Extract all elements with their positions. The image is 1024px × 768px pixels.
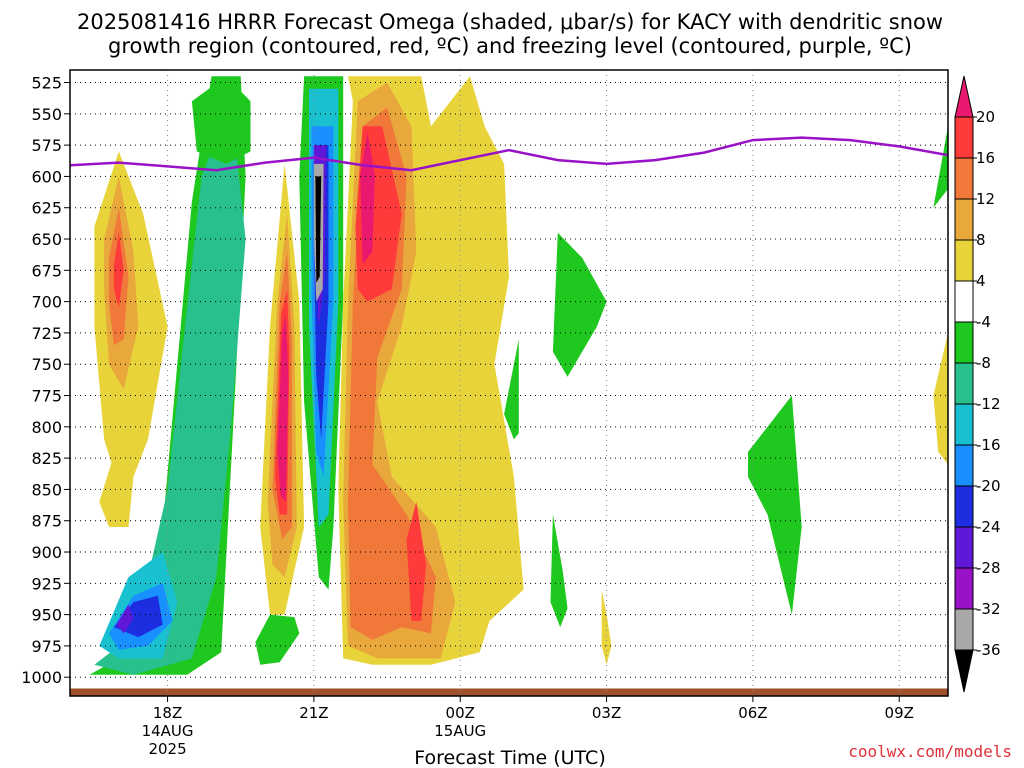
y-tick-label-575: 575 (31, 136, 62, 155)
colorbar-swatch-1 (954, 116, 974, 159)
y-tick-label-900: 900 (31, 543, 62, 562)
colorbar-label-13: -36 (976, 641, 1001, 659)
colorbar-swatch-12 (954, 567, 974, 610)
x-axis-label: Forecast Time (UTC) (414, 747, 605, 768)
ground-layer (70, 688, 948, 696)
colorbar-arrow-top (954, 75, 974, 118)
colorbar-label-2: 12 (976, 190, 995, 208)
y-tick-label-825: 825 (31, 449, 62, 468)
colorbar-swatch-7 (954, 362, 974, 405)
x-tick-label-33-0: 09Z (885, 704, 914, 722)
omega-region-green-35 (748, 395, 802, 615)
omega-region-green-34 (550, 514, 568, 628)
omega-region-green-14 (255, 614, 300, 665)
omega-region-yellow-37 (933, 332, 948, 465)
omega-region-yellow-26 (601, 589, 612, 665)
x-tick-label-24-0: 00Z (446, 704, 475, 722)
y-tick-label-925: 925 (31, 574, 62, 593)
colorbar-arrow-bottom (954, 649, 974, 693)
omega-shading (89, 76, 948, 675)
colorbar-label-11: -28 (976, 559, 1001, 577)
colorbar-swatch-8 (954, 403, 974, 446)
colorbar-swatch-10 (954, 485, 974, 528)
y-tick-label-875: 875 (31, 512, 62, 531)
omega-region-green-36 (933, 126, 948, 208)
omega-region-indigo-6 (116, 604, 134, 634)
colorbar-label-6: -8 (976, 354, 991, 372)
chart-subtitle: growth region (contoured, red, ºC) and f… (108, 34, 912, 58)
colorbar-label-7: -12 (976, 395, 1001, 413)
colorbar-label-4: 4 (976, 272, 986, 290)
y-tick-label-675: 675 (31, 261, 62, 280)
colorbar-label-3: 8 (976, 231, 986, 249)
colorbar-swatch-9 (954, 444, 974, 487)
x-tick-label-18-2: 2025 (148, 740, 186, 758)
x-tick-label-27-0: 03Z (592, 704, 621, 722)
colorbar-swatch-3 (954, 198, 974, 241)
omega-region-teal-1 (94, 101, 246, 675)
freezing-level-line (70, 136, 948, 172)
y-tick-label-725: 725 (31, 324, 62, 343)
y-tick-label-750: 750 (31, 355, 62, 374)
colorbar-swatch-2 (954, 157, 974, 200)
colorbar-swatch-4 (954, 239, 974, 282)
colorbar-swatch-11 (954, 526, 974, 569)
y-tick-label-1000: 1000 (21, 668, 62, 687)
plot-frame (69, 69, 949, 697)
y-tick-label-700: 700 (31, 293, 62, 312)
y-tick-label-800: 800 (31, 418, 62, 437)
colorbar-label-1: 16 (976, 149, 995, 167)
colorbar-label-5: -4 (976, 313, 991, 331)
credit-text[interactable]: coolwx.com/models (848, 742, 1012, 761)
colorbar: 20 16 12 8 4 -4 -8 -12 -16 -20 -24 -28 -32 -36 (954, 75, 1001, 693)
colorbar-label-12: -32 (976, 600, 1001, 618)
y-tick-label-975: 975 (31, 637, 62, 656)
y-axis: 525 550 575 600 625 650 675 700 725 750 775 800 825 8… (21, 74, 70, 687)
omega-region-black-13 (315, 176, 322, 283)
y-tick-label-650: 650 (31, 230, 62, 249)
y-tick-label-850: 850 (31, 480, 62, 499)
omega-region-green-33 (552, 232, 607, 377)
x-tick-label-18-0: 18Z (153, 704, 182, 722)
y-tick-label-625: 625 (31, 199, 62, 218)
y-tick-label-775: 775 (31, 387, 62, 406)
colorbar-swatch-5 (954, 280, 974, 323)
omega-region-red-19 (113, 232, 124, 308)
y-tick-label-950: 950 (31, 606, 62, 625)
x-tick-label-21-0: 21Z (299, 704, 328, 722)
colorbar-swatch-6 (954, 321, 974, 364)
y-tick-label-600: 600 (31, 167, 62, 186)
chart-title: 2025081416 HRRR Forecast Omega (shaded, … (77, 10, 943, 34)
y-tick-label-550: 550 (31, 105, 62, 124)
colorbar-label-9: -20 (976, 477, 1001, 495)
omega-region-magenta-24 (277, 314, 289, 502)
x-tick-label-24-1: 15AUG (434, 722, 486, 740)
omega-region-yellow-16 (99, 439, 134, 527)
colorbar-label-8: -16 (976, 436, 1001, 454)
omega-region-green-2 (191, 76, 251, 164)
freezing-level-layer (70, 136, 948, 172)
ground-band (70, 688, 948, 696)
y-tick-label-525: 525 (31, 74, 62, 93)
colorbar-label-0: 20 (976, 108, 995, 126)
omega-region-red-30 (406, 501, 427, 621)
colorbar-label-10: -24 (976, 518, 1001, 536)
colorbar-swatch-13 (954, 608, 974, 651)
x-tick-label-30-0: 06Z (738, 704, 767, 722)
x-tick-label-18-1: 14AUG (142, 722, 194, 740)
